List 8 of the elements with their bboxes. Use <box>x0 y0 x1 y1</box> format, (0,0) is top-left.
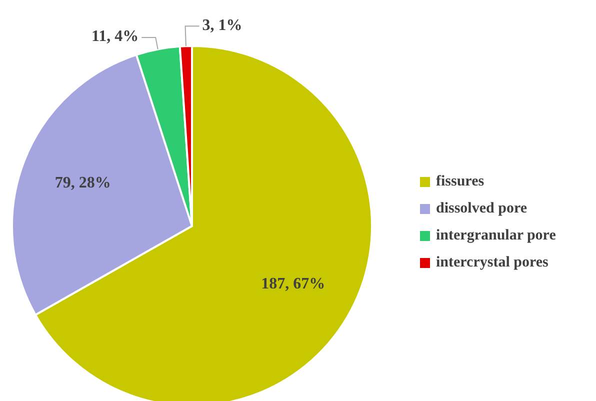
data-label: 79, 28% <box>54 174 111 192</box>
data-label: 3, 1% <box>202 16 242 34</box>
legend-label: fissures <box>436 173 484 190</box>
data-label: 11, 4% <box>91 28 139 46</box>
data-label: 187, 67% <box>261 276 326 293</box>
legend-label: intergranular pore <box>436 227 556 244</box>
legend-label: intercrystal pores <box>436 254 548 270</box>
legend-label: dissolved pore <box>436 200 528 216</box>
